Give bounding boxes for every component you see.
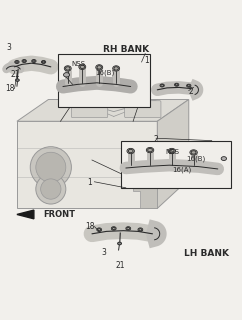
Ellipse shape <box>127 228 130 229</box>
Ellipse shape <box>188 85 190 87</box>
Text: 16(A): 16(A) <box>172 166 191 173</box>
Polygon shape <box>157 100 189 208</box>
Ellipse shape <box>80 65 84 68</box>
Ellipse shape <box>112 228 115 229</box>
Polygon shape <box>17 210 34 219</box>
Text: 2: 2 <box>154 135 159 144</box>
Text: 2: 2 <box>189 86 194 96</box>
Text: LH BANK: LH BANK <box>184 249 229 258</box>
Ellipse shape <box>168 148 175 154</box>
Text: 1: 1 <box>144 56 149 65</box>
Text: 18: 18 <box>85 222 94 231</box>
Ellipse shape <box>66 67 70 70</box>
Circle shape <box>41 179 61 199</box>
Text: 18: 18 <box>5 84 15 93</box>
Ellipse shape <box>118 242 121 245</box>
Ellipse shape <box>126 227 131 230</box>
Ellipse shape <box>114 67 118 70</box>
FancyBboxPatch shape <box>71 101 108 118</box>
Text: 21: 21 <box>115 261 125 270</box>
Ellipse shape <box>139 228 142 231</box>
Ellipse shape <box>138 228 143 231</box>
Ellipse shape <box>97 228 102 231</box>
Ellipse shape <box>187 84 191 87</box>
Ellipse shape <box>169 149 174 153</box>
Ellipse shape <box>15 60 19 63</box>
Ellipse shape <box>23 60 26 62</box>
Ellipse shape <box>148 148 152 152</box>
Ellipse shape <box>97 66 101 69</box>
Text: 21: 21 <box>11 69 21 79</box>
Bar <box>58 53 150 107</box>
Text: FRONT: FRONT <box>44 210 76 219</box>
FancyBboxPatch shape <box>17 121 157 208</box>
Ellipse shape <box>175 84 178 86</box>
Circle shape <box>36 174 66 204</box>
Text: 3: 3 <box>102 248 106 257</box>
Text: 3: 3 <box>6 43 11 52</box>
Circle shape <box>36 152 66 182</box>
Ellipse shape <box>113 66 120 71</box>
Text: NSS: NSS <box>166 148 180 155</box>
Ellipse shape <box>146 148 154 153</box>
Ellipse shape <box>190 150 197 155</box>
Ellipse shape <box>32 60 36 62</box>
Ellipse shape <box>128 149 133 153</box>
Text: 16(B): 16(B) <box>186 156 206 162</box>
Polygon shape <box>17 100 189 121</box>
Ellipse shape <box>161 84 164 86</box>
Ellipse shape <box>79 64 86 69</box>
Ellipse shape <box>32 60 35 62</box>
Ellipse shape <box>64 73 70 77</box>
Ellipse shape <box>41 60 46 63</box>
Text: 1: 1 <box>87 179 92 188</box>
Ellipse shape <box>221 156 227 161</box>
Polygon shape <box>133 177 157 208</box>
Text: RH BANK: RH BANK <box>103 45 149 54</box>
Text: NSS: NSS <box>71 61 85 68</box>
Circle shape <box>30 147 71 188</box>
Ellipse shape <box>96 65 103 70</box>
Ellipse shape <box>191 151 196 154</box>
Text: 16(B): 16(B) <box>96 70 115 76</box>
FancyBboxPatch shape <box>125 101 161 118</box>
Ellipse shape <box>174 83 179 86</box>
Ellipse shape <box>42 61 45 63</box>
Bar <box>121 140 231 188</box>
Ellipse shape <box>111 227 116 230</box>
Ellipse shape <box>98 228 101 231</box>
Ellipse shape <box>16 61 18 63</box>
Ellipse shape <box>160 84 164 87</box>
Ellipse shape <box>127 148 134 154</box>
Ellipse shape <box>64 66 71 71</box>
Ellipse shape <box>15 79 19 81</box>
Ellipse shape <box>22 60 26 62</box>
